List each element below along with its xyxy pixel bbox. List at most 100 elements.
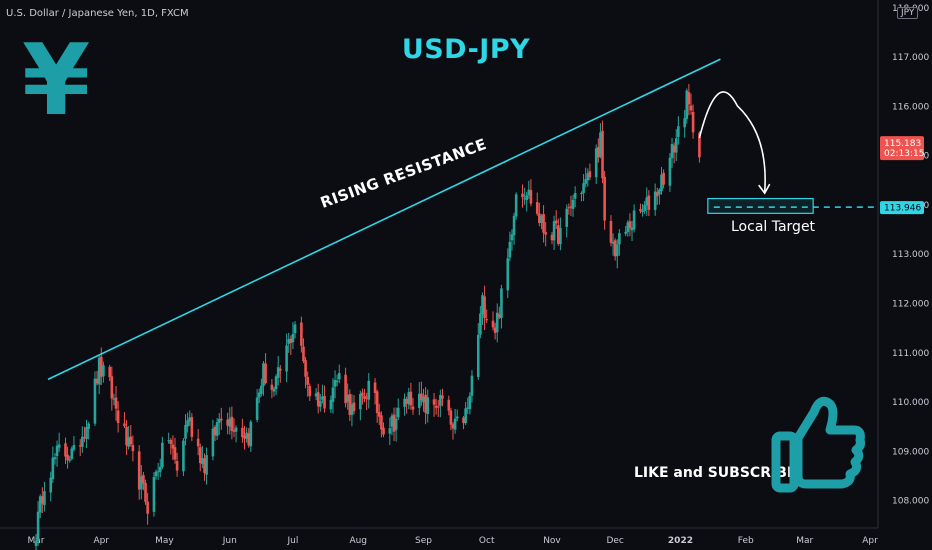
candle-body: [508, 241, 512, 258]
candle-body: [468, 395, 472, 410]
candle-body: [331, 387, 335, 402]
y-tick-label: 117.000: [892, 53, 929, 63]
candle-body: [618, 233, 621, 245]
candle-body: [99, 356, 103, 377]
thumbs-up-icon[interactable]: [770, 390, 870, 510]
candle-body: [639, 209, 642, 212]
candle-body: [228, 418, 232, 427]
candle-body: [72, 444, 76, 450]
candle-body: [140, 476, 143, 490]
candle-body: [270, 384, 274, 390]
candle-body: [479, 313, 482, 335]
candle-body: [411, 406, 415, 410]
target-zone: [707, 197, 814, 214]
candle-body: [158, 466, 162, 472]
candle-body: [643, 205, 646, 212]
candle-body: [291, 333, 295, 343]
candle-body: [285, 345, 288, 372]
candle-body: [211, 428, 215, 457]
forecast-arrow-icon: [698, 91, 766, 193]
candle-body: [597, 147, 600, 158]
candle-body: [255, 397, 259, 420]
candle-body: [632, 210, 636, 230]
forecast-arrowhead: [758, 183, 771, 195]
candle-body: [367, 380, 371, 400]
candle-body: [683, 118, 686, 128]
candle-body: [196, 438, 200, 447]
candle-body: [257, 392, 261, 398]
candle-body: [689, 105, 693, 111]
candle-body: [498, 314, 501, 318]
candle-body: [698, 132, 701, 158]
candle-body: [230, 416, 234, 431]
candle-body: [182, 440, 185, 472]
candle-body: [245, 432, 248, 439]
x-tick-label: Dec: [606, 536, 623, 546]
candle-body: [272, 388, 276, 392]
y-tick-label: 110.000: [892, 398, 929, 408]
candle-body: [361, 392, 364, 396]
candle-body: [198, 447, 202, 464]
candle-body: [491, 320, 495, 328]
candle-body: [523, 198, 526, 200]
candle-body: [55, 445, 59, 456]
candle-body: [306, 377, 309, 385]
candle-body: [308, 385, 312, 397]
candle-body: [154, 471, 158, 477]
candle-body: [314, 393, 318, 397]
candle-body: [36, 511, 40, 542]
candle-body: [451, 424, 455, 429]
candle-body: [34, 541, 38, 546]
candle-body: [49, 477, 53, 493]
candle-body: [247, 433, 251, 446]
target-price-badge: [880, 201, 924, 215]
yen-icon: ¥: [22, 24, 91, 138]
candle-body: [232, 430, 236, 432]
candle-body: [582, 183, 585, 193]
candle-body: [550, 234, 554, 241]
candle-body: [601, 130, 604, 179]
candle-body: [647, 195, 651, 210]
candle-body: [660, 174, 663, 191]
candle-body: [108, 366, 112, 378]
candle-body: [375, 391, 379, 414]
chart-title: USD-JPY: [401, 34, 531, 65]
candle-body: [439, 395, 442, 406]
x-tick-label: Feb: [738, 536, 754, 546]
candle-body: [544, 232, 547, 235]
symbol-label: U.S. Dollar / Japanese Yen, 1D, FXCM: [6, 8, 189, 19]
candle-body: [388, 428, 392, 434]
like-subscribe-text: LIKE and SUBSCRIBE: [634, 465, 797, 481]
candle-body: [102, 365, 105, 377]
candle-body: [424, 394, 427, 413]
candle-body: [213, 426, 217, 436]
candle-body: [628, 221, 632, 229]
candle-body: [521, 193, 524, 198]
candle-body: [316, 392, 320, 407]
candle-body: [662, 172, 665, 185]
candle-body: [114, 397, 118, 409]
candle-body: [289, 338, 293, 343]
candle-body: [152, 477, 156, 512]
candle-body: [584, 179, 587, 184]
candle-body: [337, 373, 341, 380]
candle-body: [603, 176, 606, 221]
candle-body: [53, 457, 57, 460]
candle-body: [685, 90, 689, 119]
candle-body: [611, 241, 615, 244]
candle-body: [142, 475, 145, 484]
candle-body: [171, 444, 175, 449]
candle-body: [481, 295, 484, 315]
currency-tag[interactable]: JPY: [897, 7, 919, 19]
candle-body: [512, 215, 516, 236]
candle-body: [186, 420, 189, 427]
candle-body: [241, 427, 244, 438]
candle-body: [525, 195, 529, 201]
candle-body: [403, 398, 406, 407]
candle-body: [123, 423, 126, 427]
candle-body: [112, 398, 116, 400]
candle-body: [262, 363, 265, 387]
last-price-value: 115.183: [884, 139, 921, 149]
candle-body: [175, 461, 179, 471]
